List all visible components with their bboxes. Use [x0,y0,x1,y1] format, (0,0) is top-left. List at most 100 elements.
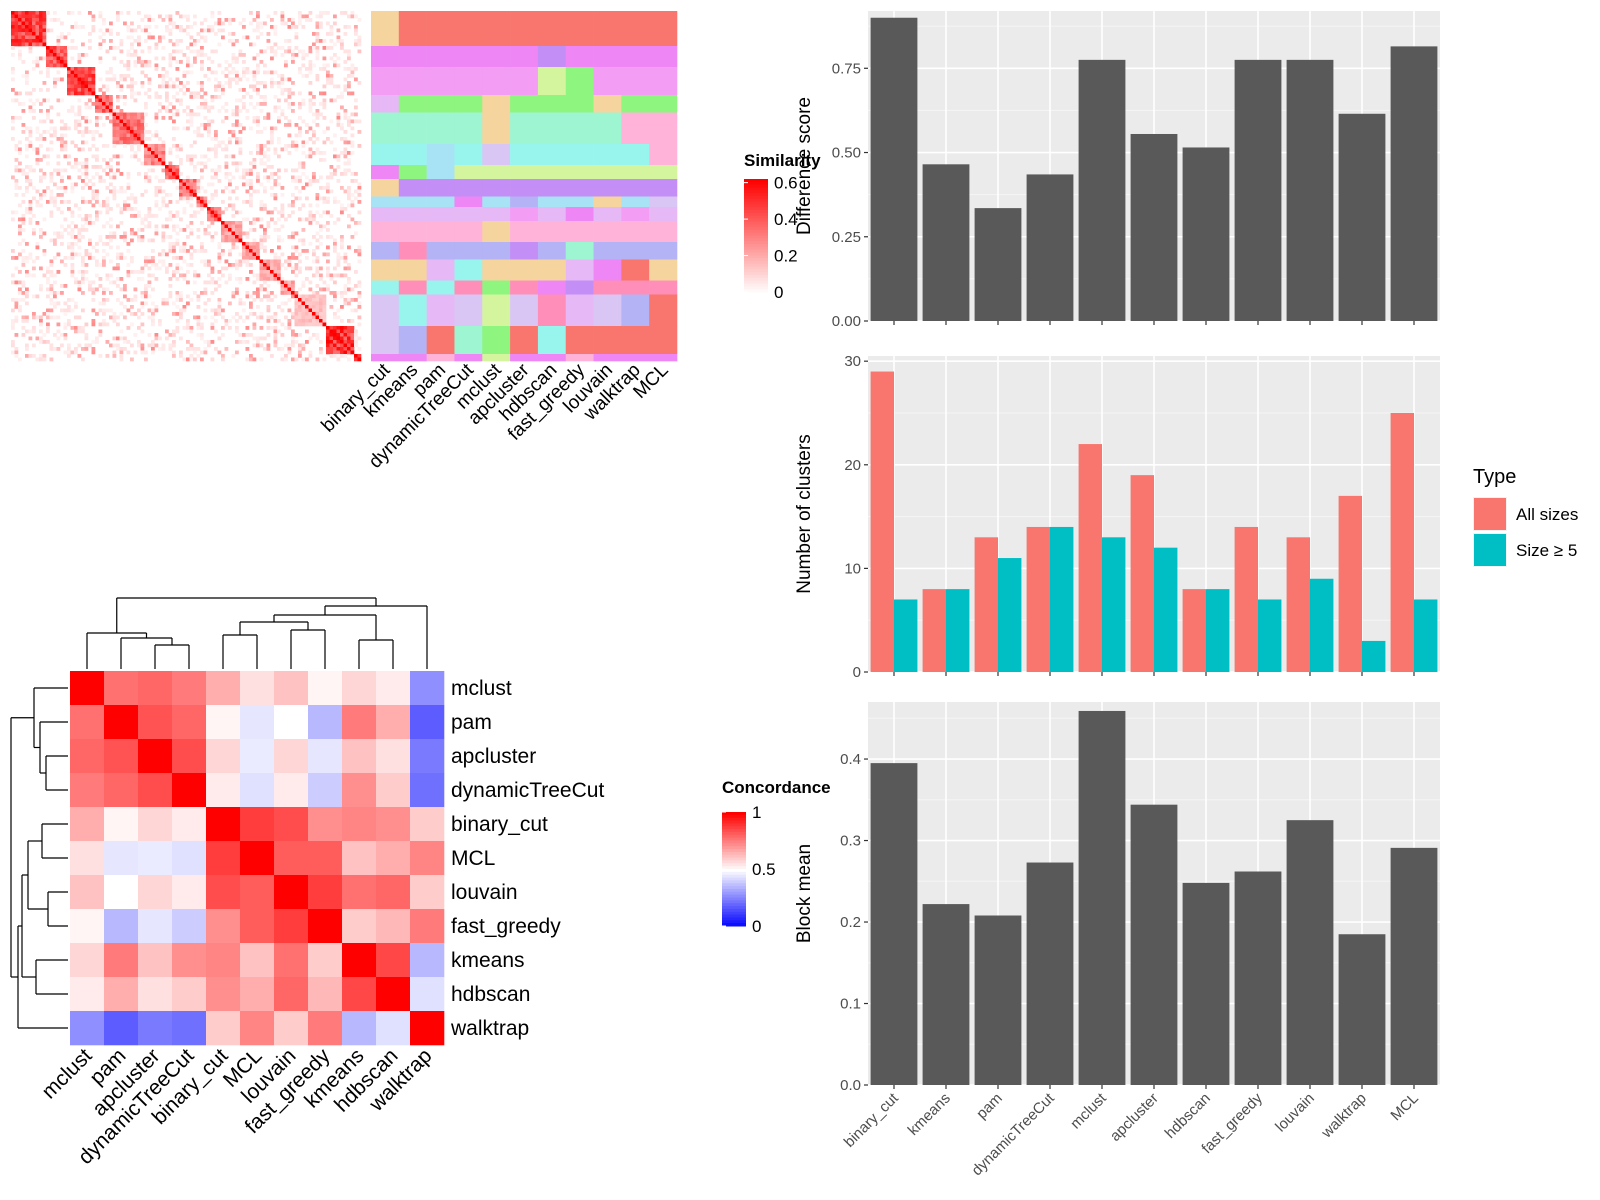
similarity-cell [347,340,351,344]
similarity-cell [326,175,330,180]
concordance-cell [240,1011,275,1046]
similarity-cell [91,144,96,148]
similarity-cell [315,319,320,323]
similarity-cell [343,343,348,348]
similarity-cell [259,158,264,162]
similarity-cell [112,46,117,50]
legend-swatch [744,269,768,273]
similarity-cell [182,189,187,194]
concordance-cell [206,807,241,842]
similarity-cell [333,63,337,68]
similarity-cell [350,336,355,341]
similarity-cell [357,35,362,40]
similarity-cell [18,140,22,145]
similarity-cell [287,322,292,327]
similarity-cell [25,144,29,148]
similarity-cell [154,144,159,148]
similarity-cell [217,21,222,26]
similarity-cell [98,203,103,208]
similarity-cell [343,252,348,257]
similarity-cell [84,88,89,92]
similarity-cell [224,347,229,351]
similarity-cell [242,319,246,323]
assignment-cell [510,259,539,281]
similarity-cell [49,63,54,68]
similarity-cell [203,249,208,253]
similarity-cell [91,137,96,141]
similarity-cell [98,28,103,33]
similarity-cell [336,56,341,61]
similarity-cell [133,39,138,43]
similarity-cell [109,182,113,187]
similarity-cell [91,203,96,208]
similarity-cell [60,119,64,124]
similarity-cell [116,116,120,120]
assignment-cell [621,11,650,47]
similarity-cell [308,242,313,246]
similarity-cell [53,77,57,82]
similarity-cell [168,161,173,166]
similarity-cell [280,18,285,22]
bar-size-ge-5 [1102,537,1126,672]
similarity-cell [11,32,15,36]
similarity-cell [326,77,330,82]
similarity-cell [312,133,316,138]
similarity-cell [119,336,124,341]
concordance-cell [206,705,241,740]
similarity-cell [305,217,309,222]
similarity-cell [210,270,215,274]
similarity-cell [140,137,145,141]
similarity-cell [266,46,271,50]
similarity-cell [256,147,260,152]
similarity-cell [242,74,246,78]
similarity-cell [46,312,50,316]
similarity-cell [105,287,110,292]
similarity-cell [172,165,176,169]
assignment-cell [482,196,511,208]
similarity-cell [291,144,295,148]
similarity-cell [102,144,106,148]
similarity-cell [91,77,96,82]
similarity-cell [231,291,236,295]
similarity-cell [336,326,341,330]
similarity-cell [235,123,239,127]
similarity-cell [119,133,124,138]
similarity-cell [63,60,68,64]
similarity-cell [336,35,341,40]
similarity-cell [238,252,243,257]
assignment-cell [649,165,678,180]
legend-tick-label: 0.4 [774,210,798,229]
similarity-cell [235,266,239,271]
similarity-cell [46,270,50,274]
assignment-cell [649,294,678,327]
assignment-cell [454,294,483,327]
y-axis-title: Number of clusters [794,434,815,593]
similarity-cell [35,130,40,134]
similarity-cell [301,312,306,316]
similarity-cell [266,259,271,264]
similarity-cell [179,196,183,201]
assignment-cell [482,207,511,222]
similarity-cell [116,18,120,22]
legend-swatch [744,195,768,200]
similarity-cell [46,280,50,285]
similarity-cell [203,154,208,159]
similarity-cell [263,175,267,180]
similarity-cell [140,193,145,197]
similarity-cell [133,207,138,211]
similarity-cell [60,175,64,180]
similarity-cell [224,60,229,64]
similarity-cell [235,81,239,85]
similarity-cell [228,70,232,75]
similarity-cell [67,305,71,309]
similarity-cell [315,179,320,183]
similarity-cell [294,263,299,267]
similarity-cell [329,333,334,337]
similarity-cell [158,147,162,152]
similarity-cell [49,126,54,131]
similarity-cell [123,116,127,120]
similarity-cell [203,200,208,204]
similarity-cell [137,210,141,215]
similarity-cell [301,308,306,313]
concordance-cell [410,977,445,1012]
